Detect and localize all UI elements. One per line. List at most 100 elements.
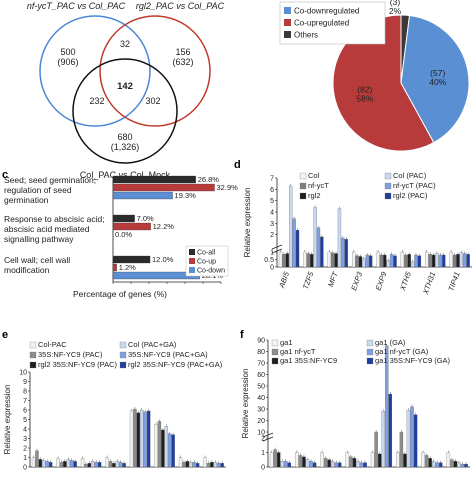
bar xyxy=(214,462,217,467)
legend-swatch xyxy=(120,342,126,348)
bar xyxy=(158,421,161,467)
legend-entry: rgl2 xyxy=(308,191,321,200)
legend-entry: rgl2 35S:NF-YC9 (PAC) xyxy=(38,360,118,369)
bar xyxy=(302,457,305,467)
bar xyxy=(42,460,45,467)
legend-entry: rgl2 35S:NF-YC9 (PAC+GA) xyxy=(128,360,223,369)
bar xyxy=(179,458,182,468)
bar xyxy=(356,256,359,267)
y-tick-label: 10 xyxy=(19,370,27,377)
bar xyxy=(366,255,369,267)
y-tick-label: 20 xyxy=(257,418,265,425)
y-tick-label: 7 xyxy=(23,398,27,405)
bar xyxy=(369,256,372,267)
legend-entry: Co-all xyxy=(197,250,216,257)
bar xyxy=(155,424,158,467)
bar xyxy=(360,463,363,467)
bar xyxy=(400,432,403,467)
bar xyxy=(338,209,341,267)
y-tick-label: 80 xyxy=(257,349,265,356)
bar xyxy=(324,458,327,467)
venn-count-bc: 302 xyxy=(145,96,160,106)
bar xyxy=(221,463,224,467)
legend-entry: ga1 nf-ycT xyxy=(280,347,316,356)
legend-swatch xyxy=(189,258,195,264)
y-tick-label: 2 xyxy=(270,232,274,239)
bar xyxy=(282,254,285,267)
go-bar-value-label: 32.9% xyxy=(217,183,239,192)
bar xyxy=(317,228,320,267)
y-axis-label: Relative expression xyxy=(3,385,12,455)
bar xyxy=(425,252,428,267)
bar xyxy=(401,252,404,267)
legend-entry: Co-down xyxy=(197,268,225,275)
legend-swatch xyxy=(284,7,291,14)
bar xyxy=(284,461,287,467)
bar xyxy=(281,461,284,467)
bar xyxy=(303,252,306,267)
bar xyxy=(39,459,42,467)
venn-count-ab: 32 xyxy=(120,39,130,49)
go-bar xyxy=(113,192,173,199)
legend-swatch xyxy=(30,352,36,358)
bar xyxy=(331,461,334,467)
bar xyxy=(193,462,196,467)
pie-slice-label: 2% xyxy=(389,6,402,16)
y-tick-label: 0 xyxy=(261,465,265,472)
go-bar-value-label: 0.0% xyxy=(115,230,132,239)
bar xyxy=(378,454,381,467)
x-tick-label: XTH31 xyxy=(421,271,438,297)
legend-swatch xyxy=(367,358,373,364)
go-bar xyxy=(113,184,215,191)
legend-swatch xyxy=(367,349,373,355)
bar xyxy=(429,458,432,467)
pie-slice-label: 40% xyxy=(429,77,446,87)
bar xyxy=(307,254,310,268)
venn-circle-b xyxy=(100,16,210,126)
bar xyxy=(161,430,164,467)
bar xyxy=(387,260,390,267)
bar xyxy=(46,461,49,467)
bar xyxy=(432,461,435,467)
bar xyxy=(362,259,365,267)
legend-entry: nf-ycT xyxy=(308,181,329,190)
bar xyxy=(288,463,291,467)
bar xyxy=(279,252,282,267)
bar xyxy=(49,462,52,467)
x-tick-label: XTH5 xyxy=(398,270,414,293)
pie-slice-label: 58% xyxy=(356,93,373,103)
y-tick-label: 90 xyxy=(257,338,265,345)
bar xyxy=(74,461,77,467)
bar xyxy=(295,453,298,468)
bar xyxy=(456,254,459,267)
bar xyxy=(88,463,91,467)
bar xyxy=(168,434,171,467)
bar xyxy=(296,230,299,267)
bar xyxy=(408,254,411,267)
bar xyxy=(70,460,73,467)
x-tick-label: EXP9 xyxy=(374,270,389,292)
legend-entry: nf-ycT (PAC) xyxy=(393,181,436,190)
legend-entry: Co-up xyxy=(197,259,216,266)
bar xyxy=(84,464,87,467)
bar xyxy=(418,256,421,267)
panel-letter-f: f xyxy=(240,329,244,341)
bar xyxy=(464,464,467,467)
legend-entry: 35S:NF-YC9 (PAC+GA) xyxy=(128,350,208,359)
y-tick-label: 1 xyxy=(23,455,27,462)
bar xyxy=(450,460,453,467)
bar xyxy=(189,462,192,467)
legend-entry: Col-PAC xyxy=(38,340,67,349)
legend-swatch xyxy=(284,19,291,26)
y-tick-label: 10 xyxy=(257,430,265,437)
x-tick-label: TZF5 xyxy=(301,270,316,291)
bar xyxy=(429,254,432,267)
y-tick-label: 40 xyxy=(257,395,265,402)
bar xyxy=(450,252,453,267)
bar xyxy=(270,453,273,468)
y-tick-label: 5 xyxy=(270,198,274,205)
bar xyxy=(210,462,213,467)
go-bar-value-label: 19.3% xyxy=(175,191,197,200)
legend-swatch xyxy=(120,362,126,368)
